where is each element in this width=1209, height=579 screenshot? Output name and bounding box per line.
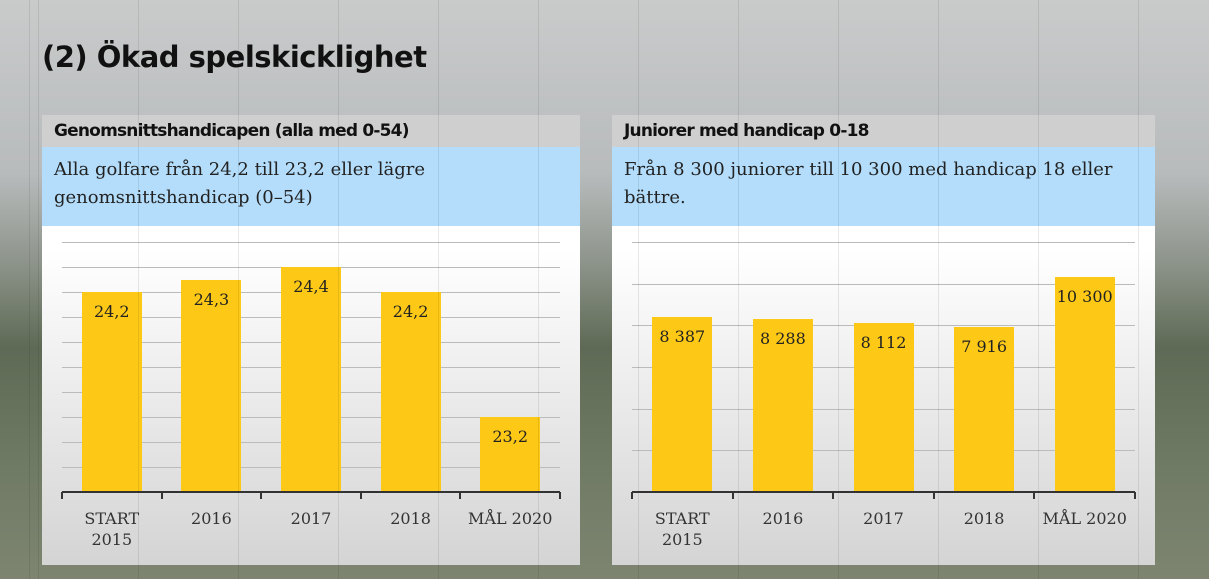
x-tick: [731, 492, 734, 499]
x-tick-label: MÅL 2020: [1042, 509, 1127, 528]
x-tick: [359, 492, 362, 499]
x-axis: [62, 491, 560, 493]
bar: [853, 323, 914, 492]
x-tick: [260, 492, 263, 499]
x-tick-label: 2016: [191, 509, 232, 528]
x-axis: [632, 491, 1135, 493]
chart-title: Genomsnittshandicapen (alla med 0-54): [42, 115, 580, 147]
chart-panel: Juniorer med handicap 0-18 Från 8 300 jun…: [612, 115, 1155, 565]
grid-line: [632, 283, 1135, 285]
bar: [1054, 277, 1115, 492]
value-label: 8 387: [659, 327, 706, 347]
x-tick-label: MÅL 2020: [468, 509, 553, 528]
bar: [81, 292, 142, 492]
x-tick-label: 2016: [762, 509, 804, 528]
x-tick: [459, 492, 462, 499]
value-label: 10 300: [1056, 287, 1113, 307]
x-tick-label: 2018: [963, 509, 1005, 528]
bar: [752, 319, 813, 492]
bar: [652, 317, 713, 492]
bar: [281, 267, 341, 492]
x-tick-label: 2017: [863, 509, 904, 528]
chart-subtitle: Från 8 300 juniorer till 10 300 med hand…: [612, 147, 1155, 226]
bar: [954, 327, 1015, 492]
x-tick-label: START 2015: [654, 509, 710, 549]
x-tick: [1134, 492, 1136, 499]
x-tick-label: START 2015: [84, 509, 140, 549]
value-label: 8 112: [860, 333, 907, 352]
value-label: 24,2: [392, 302, 429, 321]
value-label: 23,2: [492, 427, 528, 446]
value-label: 24,4: [293, 277, 329, 296]
value-label: 8 288: [759, 329, 806, 349]
value-label: 7 916: [961, 337, 1007, 357]
bar: [480, 417, 541, 492]
chart-panel: Genomsnittshandicapen (alla med 0-54) All…: [42, 115, 580, 565]
grid-line: [632, 242, 1135, 243]
x-tick: [631, 492, 633, 499]
x-tick: [160, 492, 163, 499]
bar: [380, 292, 441, 492]
x-tick: [832, 492, 835, 499]
x-tick-label: 2018: [390, 509, 431, 528]
chart-title: Juniorer med handicap 0-18: [612, 115, 1155, 147]
x-tick-label: 2017: [290, 509, 332, 528]
x-tick: [932, 492, 935, 499]
value-label: 24,3: [193, 289, 230, 309]
value-label: 24,2: [93, 302, 130, 321]
chart-subtitle: Alla golfare från 24,2 till 23,2 eller l…: [42, 147, 580, 226]
x-tick: [1033, 492, 1036, 499]
x-tick: [559, 492, 561, 499]
bar: [181, 279, 242, 492]
page-title: (2) Ökad spelskicklighet: [42, 40, 427, 74]
grid-line: [62, 242, 560, 243]
x-tick: [61, 492, 63, 499]
